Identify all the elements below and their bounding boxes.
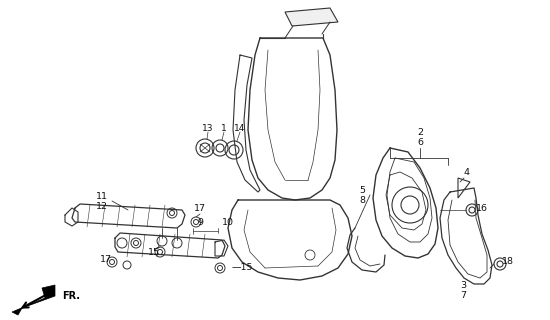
Text: 12: 12 [96, 202, 108, 211]
Text: 9: 9 [197, 218, 203, 227]
Text: 14: 14 [234, 124, 246, 132]
Text: —15: —15 [232, 263, 254, 273]
Polygon shape [12, 285, 55, 315]
Text: FR.: FR. [62, 291, 80, 301]
Text: 7: 7 [460, 291, 466, 300]
Text: 10: 10 [222, 218, 234, 227]
Text: 17: 17 [100, 255, 112, 265]
Text: 16: 16 [476, 204, 488, 212]
Text: 15: 15 [148, 247, 160, 257]
Text: 2: 2 [417, 127, 423, 137]
Text: 13: 13 [202, 124, 214, 132]
Text: 6: 6 [417, 138, 423, 147]
Text: 17: 17 [194, 204, 206, 212]
Text: 11: 11 [96, 191, 108, 201]
Text: 1: 1 [221, 124, 227, 132]
Text: 4: 4 [464, 167, 470, 177]
Text: 3: 3 [460, 281, 466, 290]
Text: 5: 5 [359, 186, 365, 195]
Polygon shape [285, 8, 338, 26]
Text: 8: 8 [359, 196, 365, 204]
Text: 18: 18 [502, 258, 514, 267]
